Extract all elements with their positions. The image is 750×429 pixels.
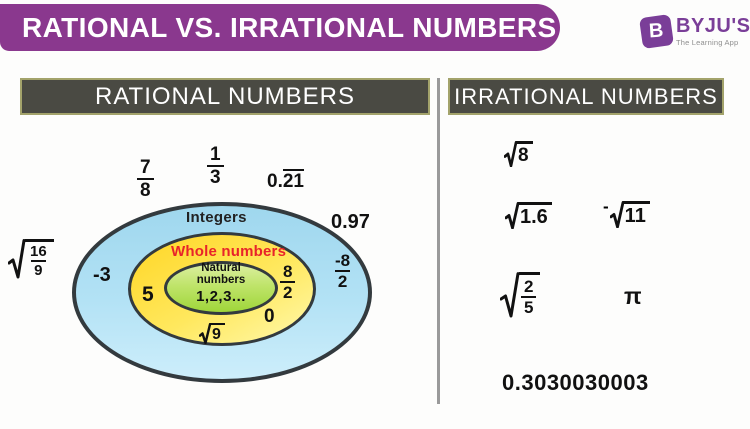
whole-number-0: 0 [264, 306, 275, 327]
fraction-2-5: 2 5 [521, 277, 537, 317]
logo-letter: B [648, 19, 665, 43]
natural-members: 1,2,3... [196, 288, 246, 306]
negative-sign: - [603, 197, 609, 216]
natural-label-line2: numbers [196, 273, 246, 286]
natural-numbers-label: Natural numbers 1,2,3... [164, 262, 278, 306]
logo-brand: BYJU'S [676, 15, 750, 37]
rational-number-1-over-3: 1 3 [207, 145, 224, 188]
radical-sign-icon [609, 201, 624, 228]
byjus-b-icon: B [638, 13, 675, 50]
page-title: RATIONAL VS. IRRATIONAL NUMBERS [22, 11, 557, 43]
radical-sign-icon [500, 272, 520, 318]
repeating-overline: 21 [282, 169, 304, 192]
radical-sign-icon [504, 141, 517, 167]
rational-section-header: RATIONAL NUMBERS [20, 78, 430, 115]
natural-numbers-ellipse [164, 261, 278, 315]
logo-tagline: The Learning App [676, 38, 739, 47]
whole-number-8-over-2: 8 2 [280, 263, 296, 302]
radical-sign-icon [8, 239, 26, 279]
byjus-logo: B BYJU'S The Learning App [638, 13, 750, 50]
irrational-sqrt-1-6: 1.6 [505, 202, 552, 229]
rational-header-label: RATIONAL NUMBERS [94, 82, 356, 110]
irrational-pi: π [624, 283, 642, 309]
section-divider [437, 78, 440, 404]
title-banner: RATIONAL VS. IRRATIONAL NUMBERS [0, 4, 560, 51]
whole-numbers-label: Whole numbers [171, 243, 287, 260]
rational-number-0-97: 0.97 [331, 211, 370, 233]
integer-neg-8-over-2: -8 2 [334, 251, 351, 292]
irrational-header-label: IRRATIONAL NUMBERS [454, 83, 718, 109]
whole-number-5: 5 [142, 283, 154, 306]
irrational-decimal-0-3030030003: 0.3030030003 [502, 370, 649, 395]
whole-number-sqrt-9: 9 [199, 323, 225, 344]
fraction-16-9: 16 9 [30, 242, 47, 279]
irrational-sqrt-2-over-5: 2 5 [500, 272, 541, 318]
rational-number-7-over-8: 7 8 [137, 158, 154, 201]
natural-label-line1: Natural [201, 262, 241, 274]
rational-number-sqrt-16-over-9: 16 9 [8, 239, 54, 279]
integer-neg-3: -3 [93, 264, 111, 286]
irrational-section-header: IRRATIONAL NUMBERS [448, 78, 724, 115]
integers-label: Integers [186, 209, 247, 226]
irrational-sqrt-8: 8 [504, 141, 533, 167]
radical-sign-icon [505, 202, 519, 229]
rational-number-repeating-0-21: 0.21 [267, 169, 304, 192]
radical-sign-icon [199, 323, 211, 344]
irrational-neg-sqrt-11: - 11 [603, 197, 650, 228]
logo-text: BYJU'S The Learning App [676, 16, 750, 47]
